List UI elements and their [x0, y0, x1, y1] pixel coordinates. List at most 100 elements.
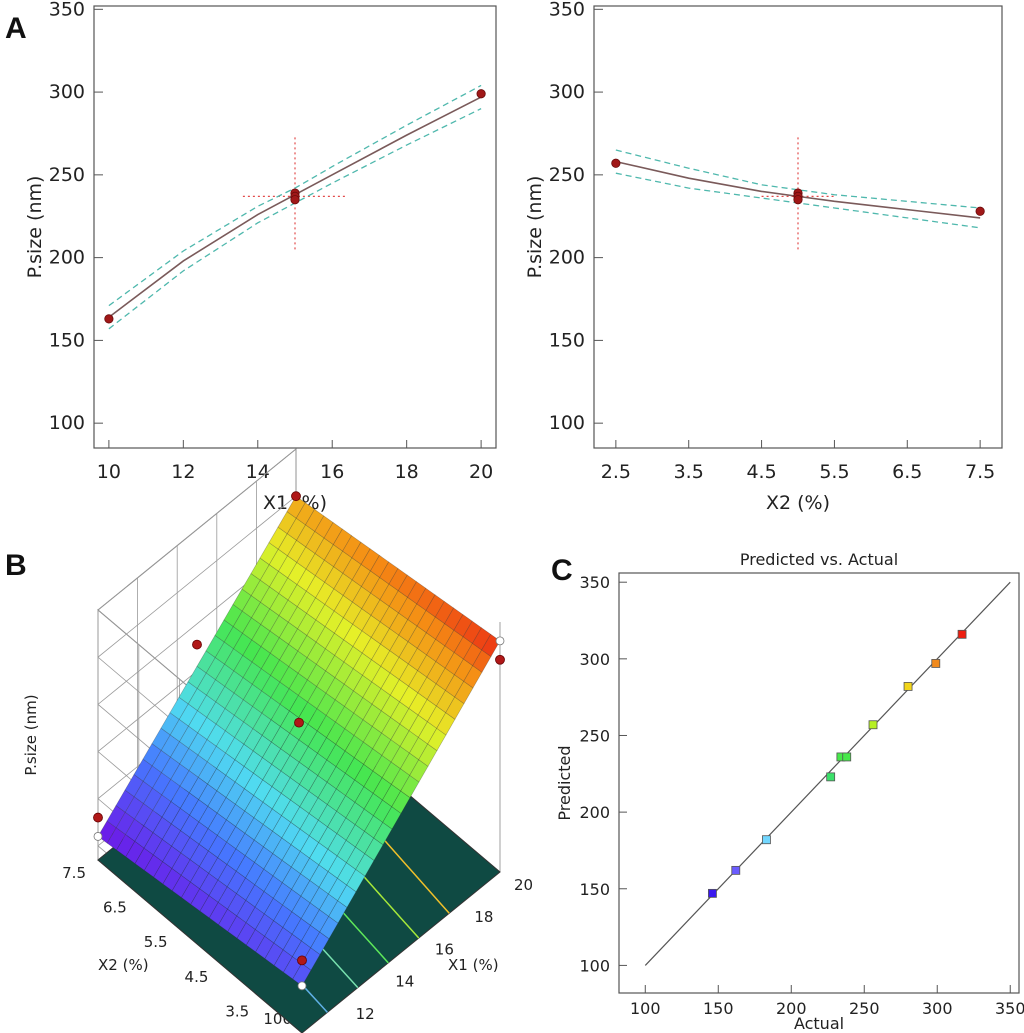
data-point [826, 772, 836, 782]
y-tick-label: 150 [49, 329, 85, 351]
x2-tick-label: 6.5 [103, 899, 127, 917]
x1-tick-label: 14 [395, 973, 414, 991]
design-point [192, 639, 202, 650]
x-tick-label: 18 [395, 461, 419, 483]
panel-b-letter: B [5, 549, 27, 582]
data-point [868, 720, 878, 730]
y-tick-label: 200 [579, 803, 610, 822]
prediction-line [108, 96, 482, 318]
y-tick-label: 250 [49, 164, 85, 186]
x-tick-label: 4.5 [746, 461, 776, 483]
design-point [611, 158, 621, 168]
x-axis-title: X2 (%) [766, 492, 830, 514]
y-tick-label: 200 [49, 247, 85, 269]
x-tick-label: 350 [995, 999, 1024, 1018]
y-tick-label: 300 [549, 81, 585, 103]
x1-tick-label: 20 [514, 876, 533, 894]
x-axis-title: Actual [794, 1014, 844, 1033]
ci-upper-line [615, 149, 981, 209]
design-point [495, 654, 505, 665]
data-point [708, 888, 717, 898]
x-tick-label: 200 [776, 999, 807, 1018]
design-point [297, 955, 307, 966]
x-tick-label: 2.5 [601, 461, 631, 483]
surface-patch [444, 607, 464, 631]
panel-c-letter: C [551, 554, 573, 587]
x2-axis-title: X2 (%) [98, 956, 149, 974]
design-point [290, 195, 300, 205]
response-surface [97, 495, 501, 987]
x-tick-label: 12 [171, 461, 195, 483]
chart-title: Predicted vs. Actual [740, 550, 898, 569]
corner-marker [93, 832, 103, 841]
design-point [476, 89, 486, 99]
surface-patch [370, 554, 390, 578]
x-tick-label: 10 [97, 461, 121, 483]
y-tick-label: 300 [579, 650, 610, 669]
design-point [793, 195, 803, 205]
x1-tick-label: 16 [435, 940, 454, 958]
x-tick-label: 3.5 [674, 461, 704, 483]
y-tick-label: 350 [549, 0, 585, 20]
y-tick-label: 350 [579, 573, 610, 592]
corner-marker [297, 981, 307, 991]
plot-frame [93, 5, 497, 449]
x2-tick-label: 7.5 [62, 864, 86, 882]
y-tick-label: 150 [549, 329, 585, 351]
x-tick-label: 14 [246, 461, 270, 483]
chart-b-surface: 1001502002503003501012141618207.56.55.54… [22, 447, 533, 1033]
data-point [842, 752, 852, 762]
data-point [762, 835, 771, 845]
x-tick-label: 20 [469, 461, 493, 483]
y-axis-title: Predicted [555, 745, 574, 820]
data-point [903, 682, 913, 691]
surface-patch [472, 627, 492, 651]
x-tick-label: 7.5 [965, 461, 995, 483]
y-tick-label: 300 [49, 81, 85, 103]
y-tick-label: 100 [49, 412, 85, 434]
surface-patch [397, 574, 417, 598]
panel-a-letter: A [5, 12, 27, 45]
y-tick-label: 100 [579, 956, 610, 975]
x2-tick-label: 4.5 [185, 968, 209, 986]
surface-patch [481, 633, 501, 657]
design-point [93, 812, 103, 823]
y-tick-label: 250 [549, 164, 585, 186]
x-tick-label: 250 [849, 999, 880, 1018]
x1-tick-label: 12 [356, 1005, 375, 1023]
y-tick-label: 200 [549, 247, 585, 269]
design-point [104, 314, 114, 324]
design-point [291, 491, 301, 502]
x-tick-label: 16 [320, 461, 344, 483]
x-tick-label: 6.5 [892, 461, 922, 483]
surface-patch [295, 502, 315, 526]
x1-axis-title: X1 (%) [448, 956, 499, 974]
ci-upper-line [108, 84, 482, 307]
surface-patch [407, 581, 427, 605]
y-tick-label: 250 [579, 726, 610, 745]
x2-tick-label: 3.5 [225, 1002, 249, 1020]
x-tick-label: 150 [703, 999, 734, 1018]
x-tick-label: 100 [630, 999, 661, 1018]
x1-tick-label: 18 [474, 908, 493, 926]
x-tick-label: 5.5 [819, 461, 849, 483]
z-axis-title: P.size (nm) [22, 694, 40, 775]
design-point [975, 206, 985, 216]
plot-frame [593, 5, 1003, 449]
data-point [931, 659, 941, 668]
chart-a2-x2: 100 150 200 250 300 350 2.5 3.5 4.5 5.5 6.5 7.5 X2 (… [524, 0, 1003, 514]
y-tick-label: 100 [549, 412, 585, 434]
surface-patch [351, 541, 371, 565]
corner-marker [495, 636, 505, 646]
design-point [294, 717, 304, 728]
plot-frame [618, 572, 1020, 994]
chart-c-predicted-vs-actual: Predicted vs. Actual 100 150 200 250 300 350 10… [555, 550, 1024, 1033]
y-tick-label: 150 [579, 880, 610, 899]
surface-patch [360, 548, 380, 572]
y-axis-title: P.size (nm) [24, 176, 46, 279]
x-tick-label: 300 [922, 999, 953, 1018]
y-axis-title: P.size (nm) [524, 176, 546, 279]
data-point [957, 629, 967, 639]
